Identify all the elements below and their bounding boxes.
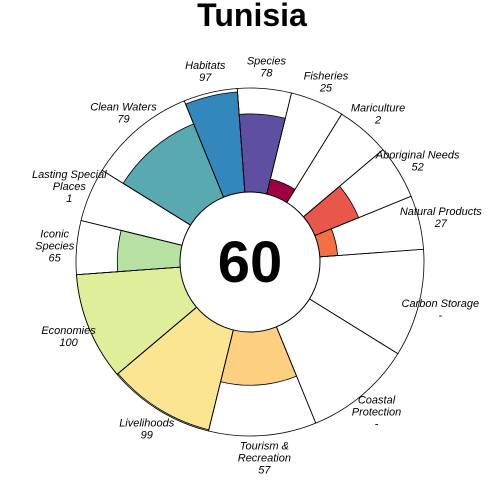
petal-label-fisheries: Fisheries 25	[304, 70, 349, 94]
petal-value-economies: 100	[59, 337, 78, 349]
petal-label-coastal-protection: Coastal Protection -	[352, 395, 402, 431]
petal-value-coastal-protection: -	[375, 419, 379, 431]
petal-value-livelihoods: 99	[141, 430, 153, 442]
petal-name-species: Species	[247, 56, 287, 68]
petal-label-aboriginal-needs: Aboriginal Needs 52	[375, 149, 460, 173]
petal-name-coastal-protection: Protection	[352, 407, 402, 419]
petal-label-mariculture: Mariculture 2	[351, 103, 405, 127]
chart-title: Tunisia	[197, 0, 307, 33]
petal-name-fisheries: Fisheries	[304, 70, 349, 82]
petal-label-livelihoods: Livelihoods 99	[119, 418, 175, 442]
petal-name-mariculture: Mariculture	[351, 103, 405, 115]
petal-label-carbon-storage: Carbon Storage -	[402, 298, 480, 322]
petal-value-clean-waters: 79	[117, 113, 129, 125]
petal-name-carbon-storage: Carbon Storage	[402, 298, 480, 310]
petal-name-aboriginal-needs: Aboriginal Needs	[375, 149, 460, 161]
center-disc	[179, 191, 321, 333]
petal-label-economies: Economies 100	[41, 325, 96, 349]
petal-name-tourism-recreation: Recreation	[238, 452, 291, 464]
petal-label-habitats: Habitats 97	[185, 60, 226, 84]
petal-value-iconic-species: 65	[49, 253, 62, 265]
petal-name-iconic-species: Species	[35, 241, 75, 253]
petal-name-habitats: Habitats	[185, 60, 226, 72]
petal-name-economies: Economies	[41, 325, 96, 337]
petal-value-lasting-special-places: 1	[66, 193, 72, 205]
petal-label-natural-products: Natural Products 27	[400, 206, 482, 230]
petal-name-lasting-special-places: Lasting Special	[32, 169, 107, 181]
petal-name-clean-waters: Clean Waters	[90, 101, 157, 113]
petal-label-tourism-recreation: Tourism & Recreation 57	[238, 440, 291, 476]
petal-value-fisheries: 25	[319, 82, 333, 94]
petal-label-clean-waters: Clean Waters 79	[90, 101, 157, 125]
petal-value-tourism-recreation: 57	[258, 464, 271, 476]
petal-name-iconic-species: Iconic	[40, 229, 69, 241]
petal-name-tourism-recreation: Tourism &	[240, 440, 289, 452]
petal-name-livelihoods: Livelihoods	[119, 418, 175, 430]
overall-score: 60	[218, 230, 283, 295]
petal-name-lasting-special-places: Places	[53, 181, 87, 193]
petal-name-natural-products: Natural Products	[400, 206, 482, 218]
petal-value-natural-products: 27	[434, 218, 448, 230]
petal-value-mariculture: 2	[374, 115, 381, 127]
petal-value-aboriginal-needs: 52	[412, 161, 424, 173]
petal-label-lasting-special-places: Lasting Special Places 1	[32, 169, 107, 205]
petal-label-iconic-species: Iconic Species 65	[35, 229, 75, 265]
petal-label-species: Species 78	[247, 56, 287, 80]
petal-value-habitats: 97	[199, 72, 212, 84]
petal-value-carbon-storage: -	[439, 310, 443, 322]
petal-name-coastal-protection: Coastal	[358, 395, 396, 407]
petal-value-species: 78	[260, 68, 273, 80]
